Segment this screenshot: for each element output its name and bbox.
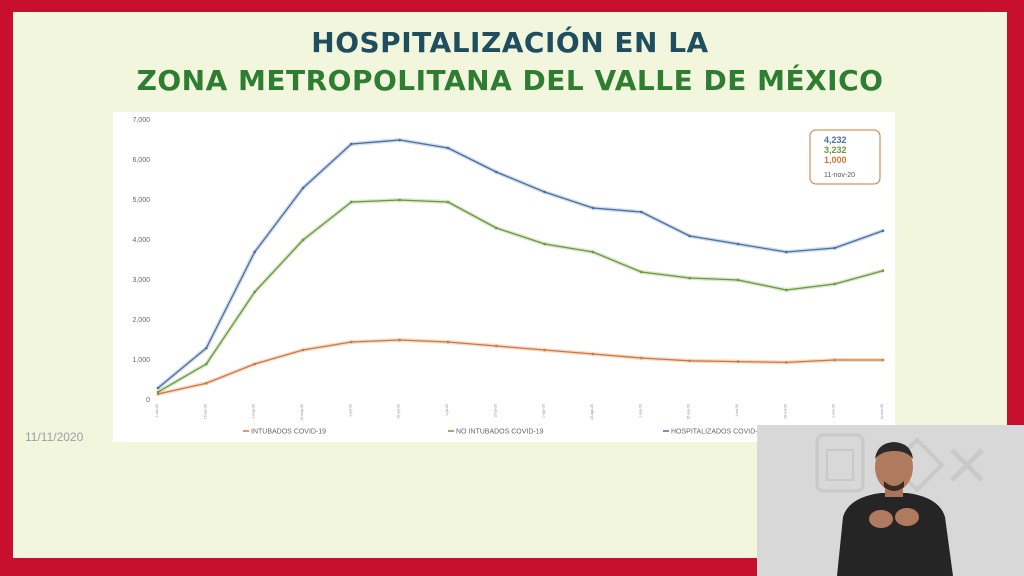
series-line-1 bbox=[157, 199, 884, 393]
y-tick-label: 6,000 bbox=[132, 157, 150, 164]
data-point bbox=[350, 142, 353, 146]
data-point bbox=[881, 358, 885, 362]
data-point bbox=[736, 360, 740, 363]
interpreter-image bbox=[757, 425, 1024, 576]
data-point bbox=[495, 226, 498, 230]
series-lines bbox=[156, 138, 885, 396]
data-point bbox=[446, 340, 450, 344]
x-tick-label: 1-jun-20 bbox=[348, 404, 352, 417]
data-point bbox=[253, 250, 256, 254]
data-point bbox=[398, 138, 401, 142]
x-tick-label: 1-nov-20 bbox=[832, 404, 836, 418]
data-point bbox=[205, 381, 208, 385]
data-point bbox=[688, 276, 691, 280]
data-point bbox=[688, 234, 691, 238]
data-point bbox=[736, 242, 740, 246]
y-axis: 0 1,000 2,000 3,000 4,000 5,000 6,000 7,000 bbox=[132, 117, 150, 404]
data-point bbox=[205, 346, 208, 350]
x-tick-label: 11-nov-20 bbox=[880, 404, 884, 420]
data-point bbox=[591, 250, 595, 254]
sign-language-interpreter-video bbox=[757, 425, 1024, 576]
x-tick-label: 15-jun-20 bbox=[397, 404, 401, 419]
legend: INTUBADOS COVID-19 NO INTUBADOS COVID-19 H… bbox=[243, 429, 765, 436]
data-point bbox=[881, 229, 885, 233]
y-tick-label: 2,000 bbox=[132, 317, 150, 324]
legend-label: HOSPITALIZADOS COVID-19 bbox=[671, 429, 765, 436]
data-point bbox=[350, 340, 353, 344]
y-tick-label: 5,000 bbox=[132, 197, 150, 204]
y-tick-label: 1,000 bbox=[132, 357, 150, 364]
data-point bbox=[156, 386, 160, 390]
data-point bbox=[301, 238, 305, 242]
data-point bbox=[398, 338, 401, 342]
data-point bbox=[785, 288, 788, 292]
callout-value: 1,000 bbox=[824, 155, 847, 165]
x-tick-label: 15-oct-20 bbox=[783, 404, 787, 419]
x-tick-label: 1-ago-20 bbox=[542, 404, 546, 418]
data-point bbox=[833, 246, 836, 250]
y-tick-label: 3,000 bbox=[132, 277, 150, 284]
data-point bbox=[253, 362, 256, 366]
interpreter-figure bbox=[837, 442, 953, 576]
data-point bbox=[736, 278, 740, 282]
data-point bbox=[156, 390, 160, 394]
x-tick-label: 1-may-20 bbox=[252, 404, 256, 419]
data-point bbox=[785, 250, 788, 254]
data-point bbox=[301, 186, 305, 190]
callout-frame bbox=[809, 129, 881, 185]
cdmx-emblem bbox=[815, 433, 984, 493]
data-point bbox=[543, 348, 546, 352]
x-tick-label: 1-abr-20 bbox=[155, 404, 159, 417]
series-line-0 bbox=[157, 139, 884, 389]
data-point bbox=[591, 206, 595, 210]
callout-date: 11-nov-20 bbox=[824, 172, 855, 179]
y-tick-label: 4,000 bbox=[132, 237, 150, 244]
slide: HOSPITALIZACIÓN EN LA ZONA METROPOLITANA… bbox=[13, 12, 1007, 558]
data-point bbox=[446, 200, 450, 204]
data-point bbox=[350, 200, 353, 204]
legend-label: NO INTUBADOS COVID-19 bbox=[456, 429, 544, 436]
x-tick-label: 15-jul-20 bbox=[493, 404, 497, 418]
y-tick-label: 0 bbox=[146, 397, 150, 404]
x-tick-label: 1-jul-20 bbox=[445, 404, 449, 416]
callout-value: 4,232 bbox=[824, 135, 847, 145]
data-point bbox=[640, 210, 643, 214]
data-point bbox=[543, 242, 546, 246]
x-tick-label: 15-ago-20 bbox=[590, 404, 594, 420]
data-point bbox=[301, 348, 305, 352]
data-point bbox=[591, 352, 595, 356]
data-point bbox=[543, 190, 546, 194]
x-tick-label: 1-oct-20 bbox=[735, 404, 739, 417]
data-point bbox=[833, 358, 836, 362]
data-point bbox=[495, 344, 498, 348]
x-tick-label: 15-sep-20 bbox=[687, 404, 691, 420]
callout-value: 3,232 bbox=[824, 145, 847, 155]
title-line-1: HOSPITALIZACIÓN EN LA bbox=[311, 26, 709, 59]
chart-card: 0 1,000 2,000 3,000 4,000 5,000 6,000 7,000 1-a… bbox=[113, 112, 895, 442]
date-stamp: 11/11/2020 bbox=[25, 430, 84, 444]
data-point bbox=[881, 269, 885, 273]
chart: 0 1,000 2,000 3,000 4,000 5,000 6,000 7,000 1-a… bbox=[132, 117, 885, 436]
data-point bbox=[253, 290, 256, 294]
data-point bbox=[205, 362, 208, 366]
data-point bbox=[640, 270, 643, 274]
data-point bbox=[785, 361, 788, 364]
x-tick-label: 15-abr-20 bbox=[203, 404, 207, 419]
legend-label: INTUBADOS COVID-19 bbox=[251, 429, 326, 436]
data-point bbox=[640, 356, 643, 360]
series-line-2 bbox=[157, 339, 883, 395]
data-point bbox=[156, 392, 160, 396]
x-tick-label: 15-may-20 bbox=[300, 404, 304, 421]
title-line-2: ZONA METROPOLITANA DEL VALLE DE MÉXICO bbox=[136, 64, 884, 97]
data-point bbox=[398, 198, 401, 202]
y-tick-label: 7,000 bbox=[132, 117, 150, 124]
series-band-0 bbox=[156, 138, 884, 390]
data-point bbox=[495, 170, 498, 174]
x-tick-label: 1-sep-20 bbox=[638, 404, 642, 418]
data-point bbox=[446, 146, 450, 150]
data-point bbox=[688, 359, 691, 363]
data-point bbox=[833, 282, 836, 286]
x-axis: 1-abr-20 15-abr-20 1-may-20 15-may-20 1-jun-… bbox=[155, 404, 884, 421]
